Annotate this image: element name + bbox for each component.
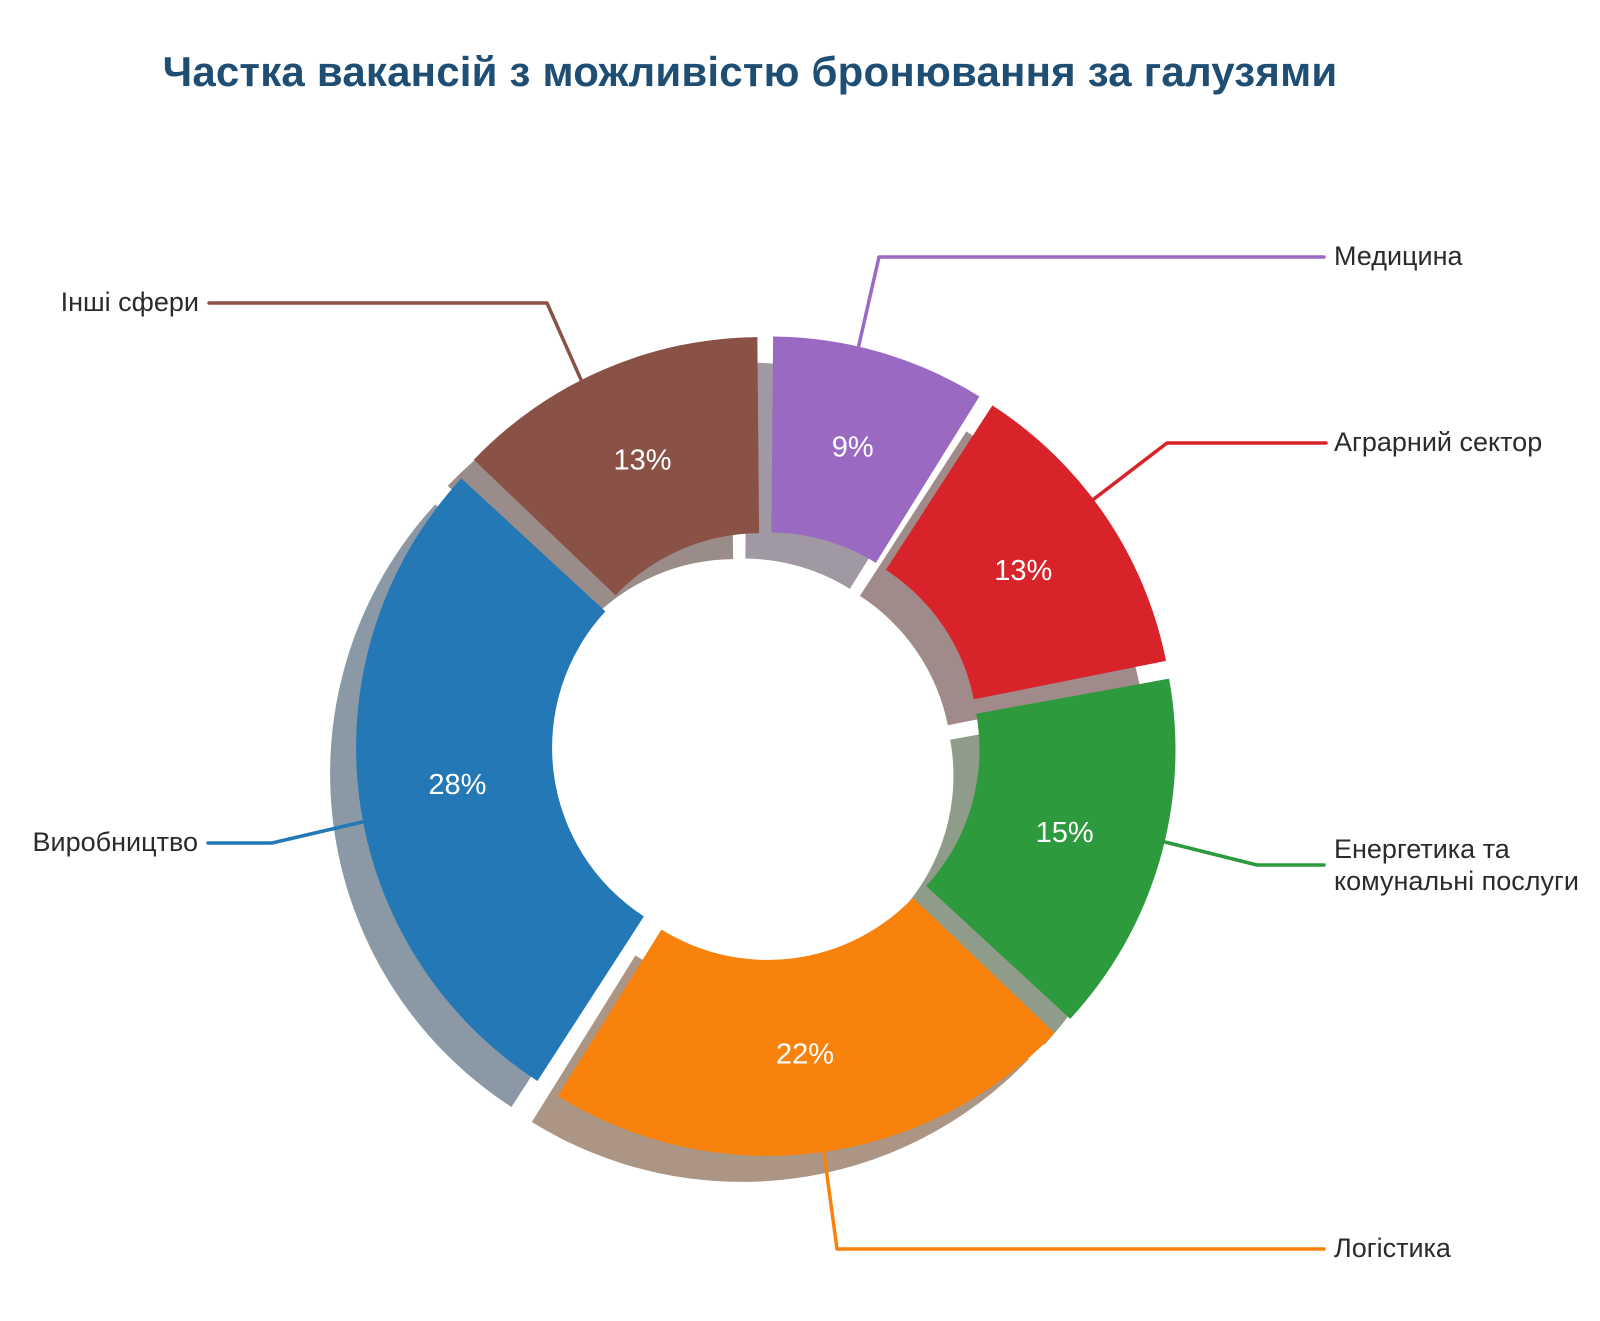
slice-value-label: 15% — [1036, 817, 1094, 849]
callout-label: Енергетика та комунальні послуги — [1334, 834, 1579, 896]
pie-slice — [473, 337, 760, 596]
slice-value-label: 13% — [994, 555, 1052, 587]
callout-label: Інші сфери — [60, 287, 199, 318]
pie-slice — [926, 678, 1176, 1019]
leader-line — [856, 255, 1326, 351]
slice-value-label: 28% — [428, 769, 486, 801]
callout-label: Аграрний сектор — [1334, 427, 1543, 458]
callout-label: Логістика — [1334, 1233, 1451, 1264]
leader-line — [206, 820, 364, 845]
pie-slice — [885, 405, 1167, 700]
pie-slice — [771, 336, 980, 563]
leader-line — [207, 301, 592, 402]
callout-label: Виробництво — [32, 827, 198, 858]
leader-line — [1163, 840, 1326, 867]
leader-line — [1088, 441, 1328, 504]
leader-line — [822, 1151, 1326, 1251]
pie-slice — [356, 478, 644, 1081]
chart-title: Частка вакансій з можливістю бронювання … — [162, 48, 1338, 95]
slice-value-label: 13% — [613, 445, 671, 477]
pie-slice — [557, 897, 1055, 1156]
slice-value-label: 22% — [776, 1039, 834, 1071]
slice-value-label: 9% — [832, 431, 874, 463]
callout-label: Медицина — [1334, 241, 1463, 272]
